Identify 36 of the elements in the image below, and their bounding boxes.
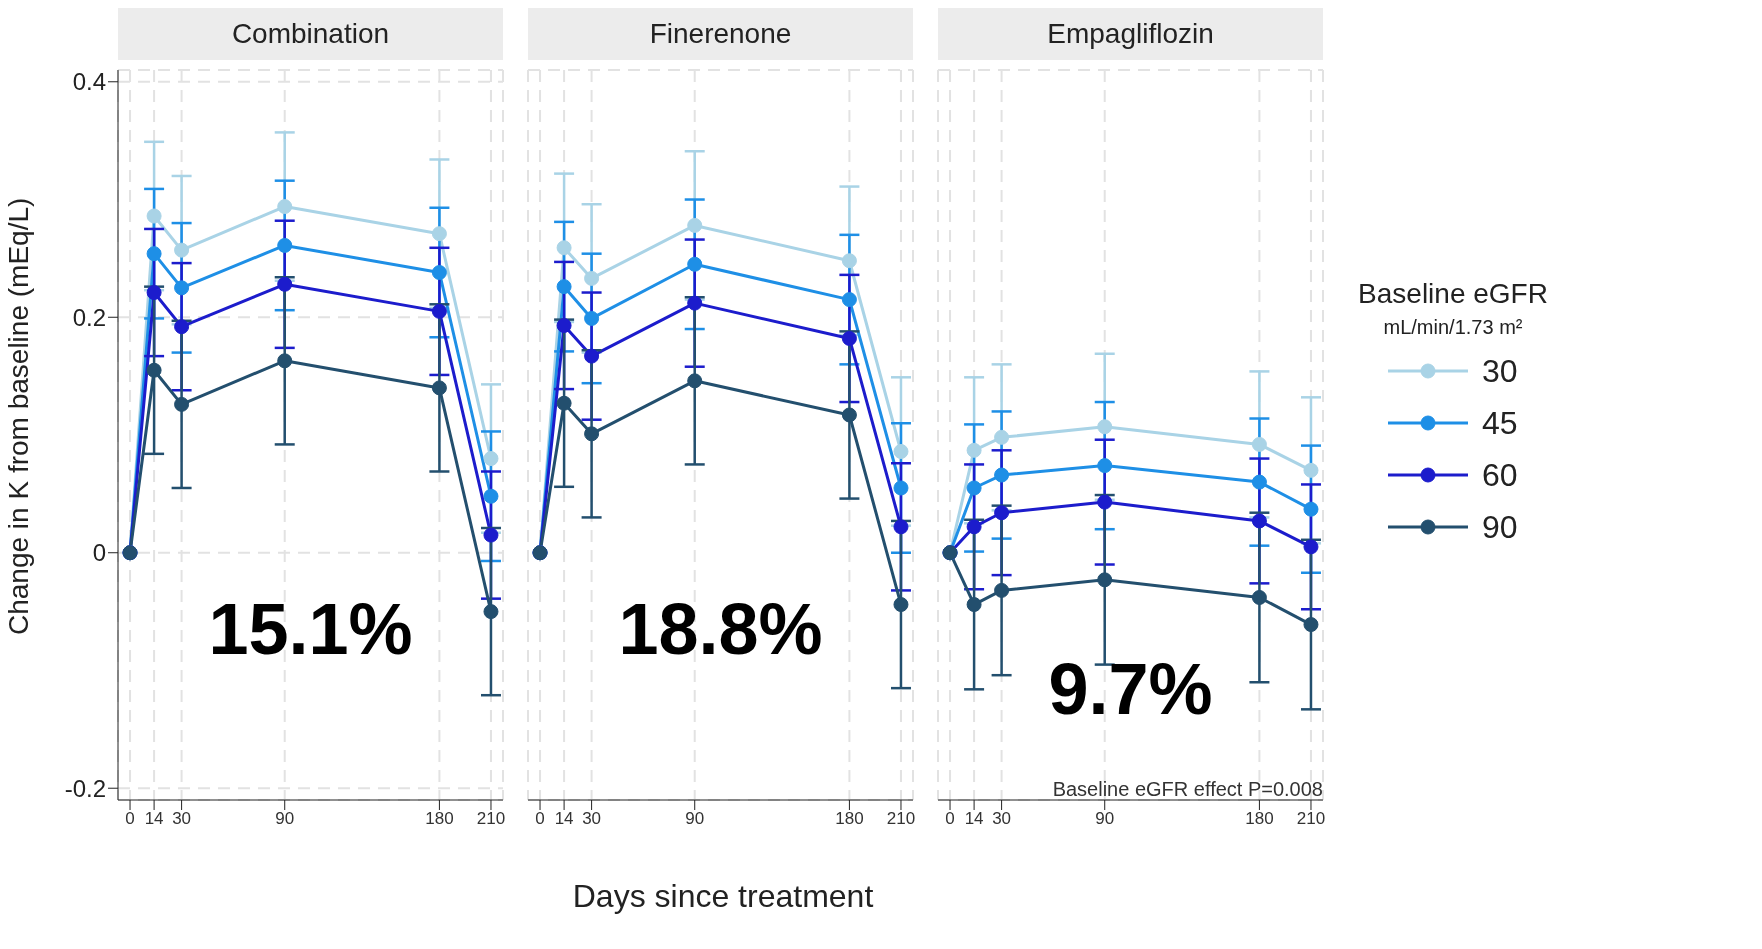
x-tick-label: 180 [835,809,864,829]
x-tick-label: 210 [886,809,916,829]
x-axis-title: Days since treatment [571,878,875,915]
legend-label: 90 [1482,509,1518,545]
annotation: Baseline eGFR effect P=0.008 [1051,778,1323,801]
y-tick-label: 0 [92,539,106,567]
legend-label: 30 [1482,353,1518,389]
x-tick-label: 180 [425,809,454,829]
annotation: 18.8% [617,588,824,670]
x-tick-label: 0 [125,809,135,829]
x-tick-label: 90 [275,809,295,829]
x-tick-label: 90 [1095,809,1115,829]
y-axis-title: Change in K from baseline (mEq/L) [2,197,34,635]
chart-title: Empagliflozin [938,8,1323,60]
y-tick-label: 0.4 [72,68,106,96]
x-tick-label: 14 [554,809,574,829]
y-tick-label: 0.2 [72,303,106,331]
y-tick-label: -0.2 [64,774,106,802]
legend-label: 45 [1482,405,1518,441]
chart-title: Finerenone [528,8,913,60]
legend-label: 60 [1482,457,1518,493]
annotation: 9.7% [1047,648,1214,730]
x-tick-label: 0 [535,809,545,829]
x-tick-label: 210 [476,809,506,829]
chart-title: Combination [118,8,503,60]
x-tick-label: 30 [172,809,192,829]
x-tick-label: 210 [1296,809,1326,829]
x-tick-label: 90 [685,809,705,829]
x-tick-label: 180 [1245,809,1274,829]
x-tick-label: 0 [945,809,955,829]
x-tick-label: 14 [964,809,984,829]
annotation: 15.1% [207,588,414,670]
x-tick-label: 30 [992,809,1012,829]
x-tick-label: 30 [582,809,602,829]
legend-title: Baseline eGFR mL/min/1.73 m² [1358,278,1548,339]
x-tick-label: 14 [144,809,164,829]
